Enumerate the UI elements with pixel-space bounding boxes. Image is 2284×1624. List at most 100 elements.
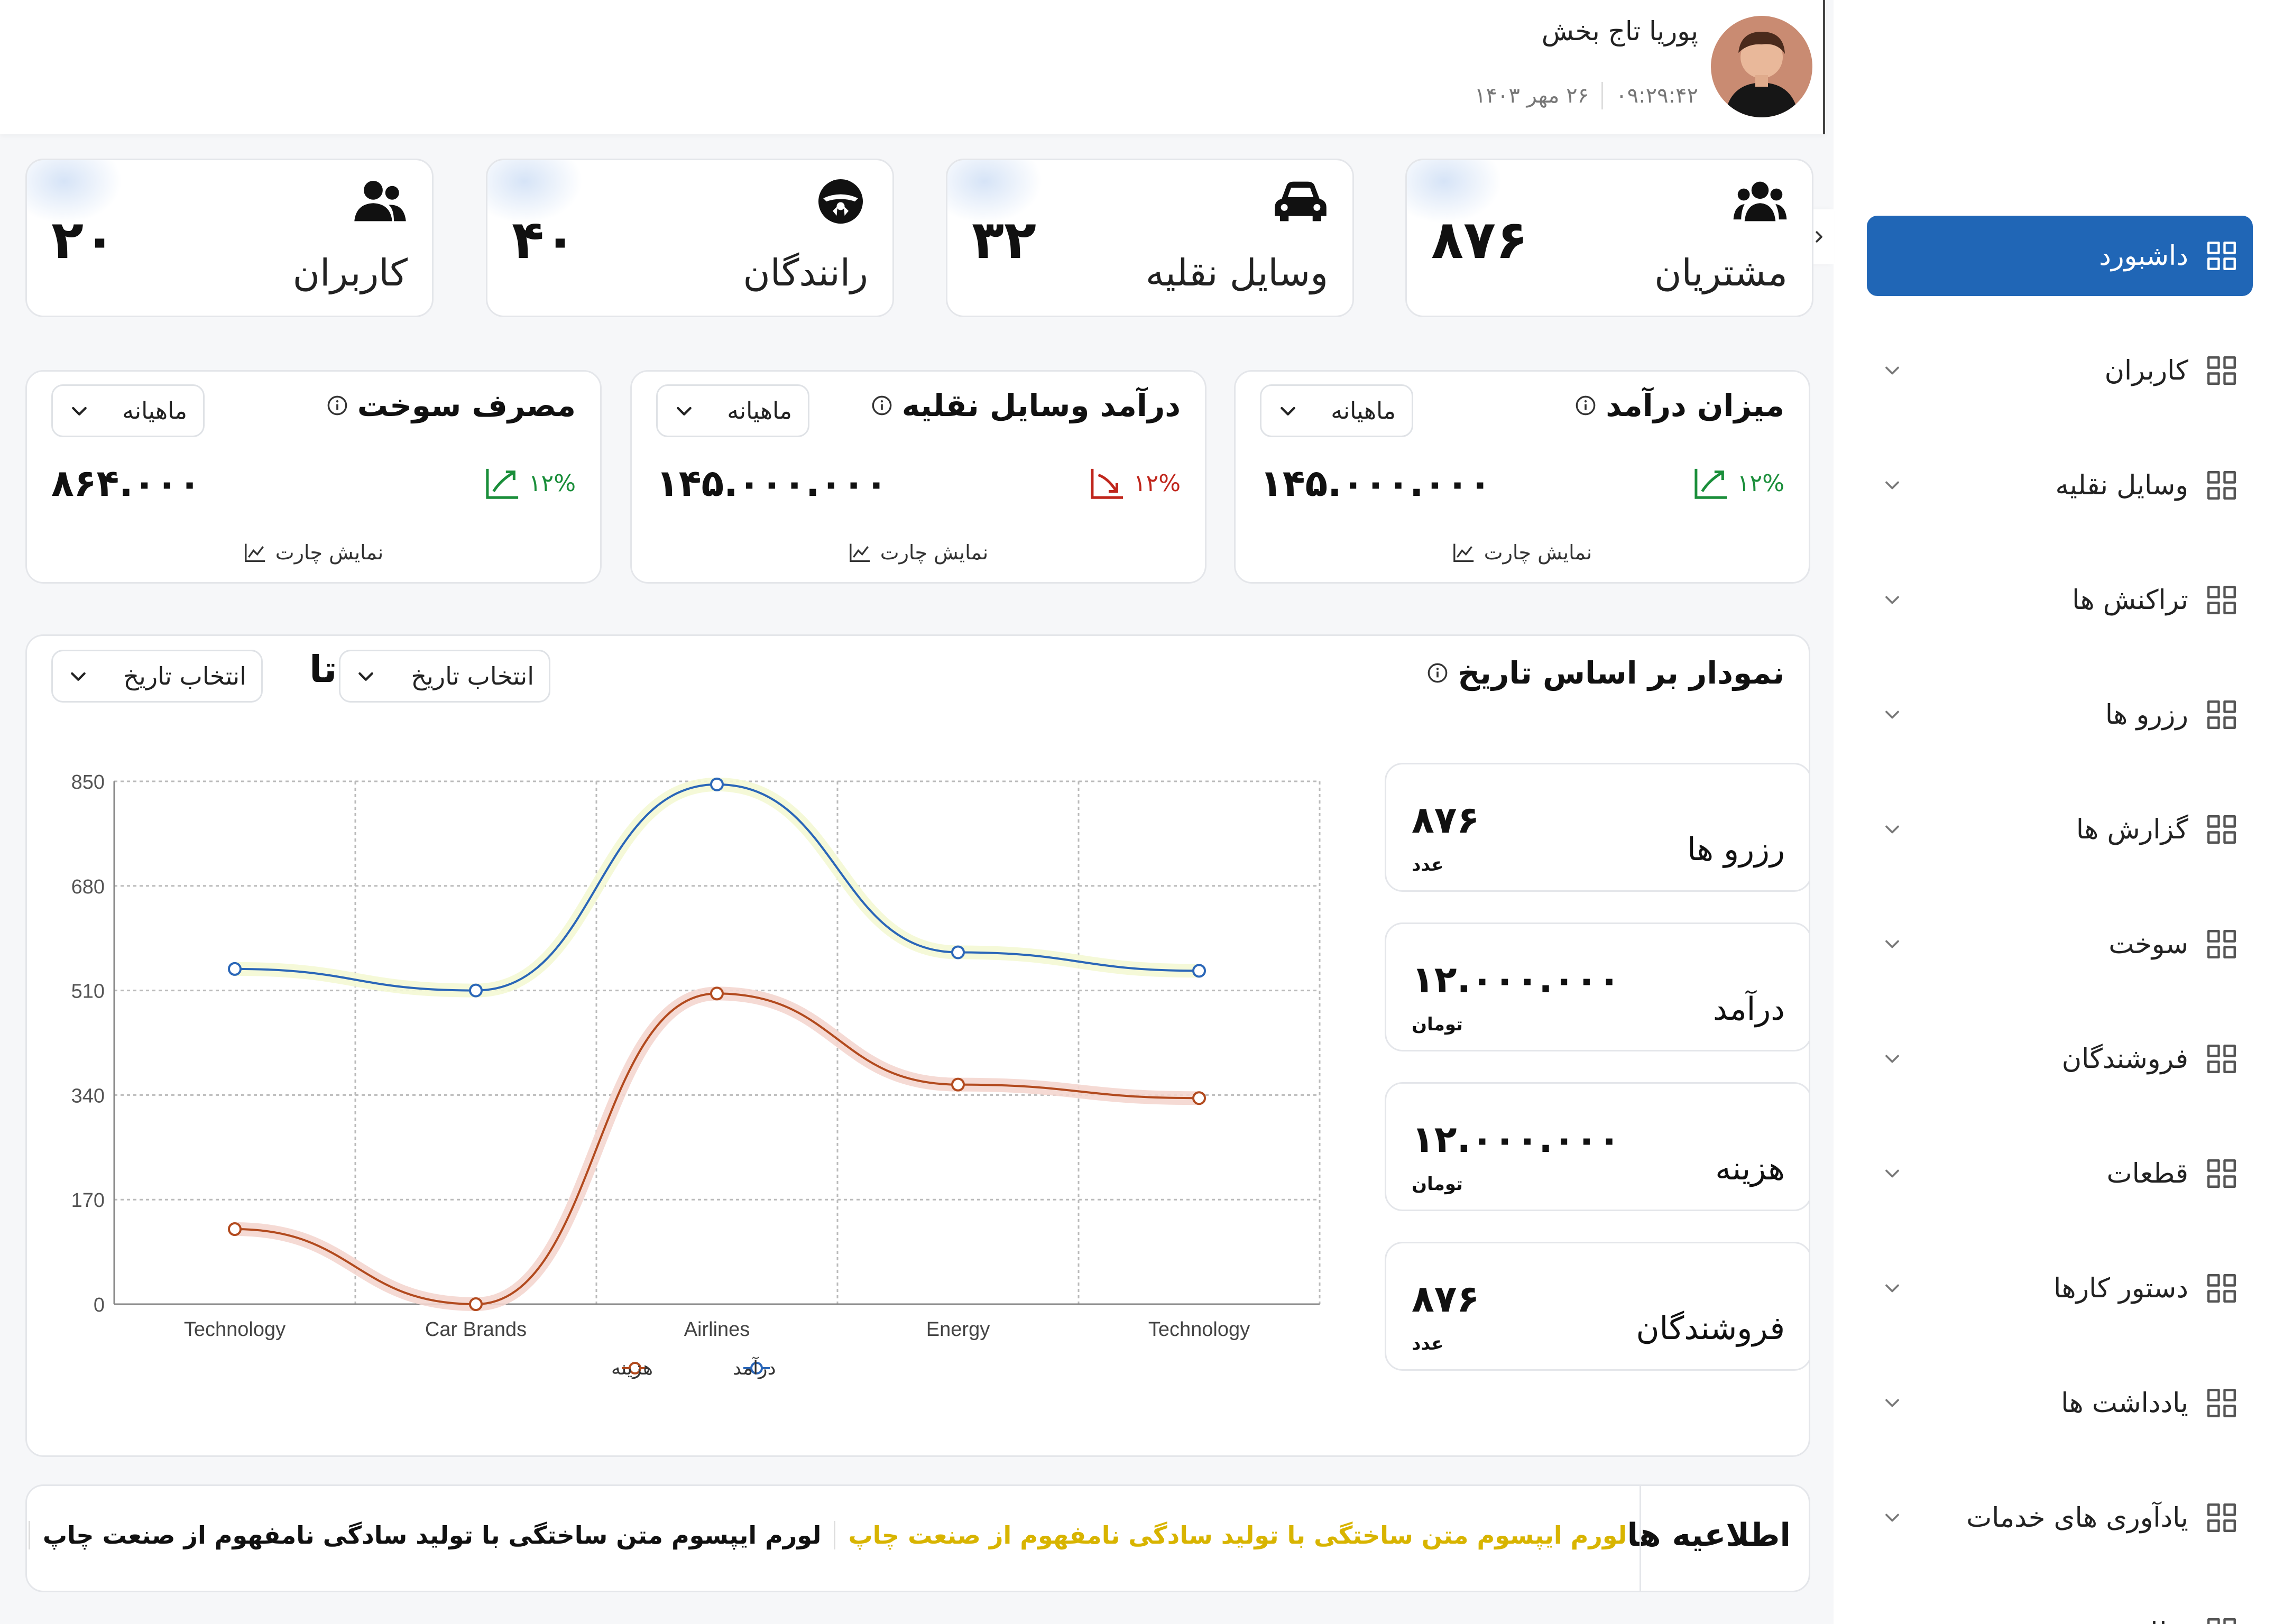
- steering-wheel-icon: [818, 179, 863, 224]
- date-chart-card: نمودار بر اساس تاریخ انتخاب تاریخ تا انت…: [25, 634, 1810, 1457]
- chevron-down-icon: [1885, 481, 1899, 490]
- stat-value: ۳۲: [972, 209, 1037, 271]
- sidebar-item-2[interactable]: وسایل نقلیه: [1867, 445, 2253, 525]
- kpi-value: ۸۶۴.۰۰۰: [51, 462, 201, 505]
- summary-card-3[interactable]: فروشندگان ۸۷۶ عدد: [1385, 1242, 1809, 1371]
- show-chart-link[interactable]: نمایش چارت: [632, 541, 1205, 564]
- trend-up-icon: [486, 468, 519, 499]
- sidebar-item-label: گزارش ها: [2076, 814, 2188, 845]
- summary-card-0[interactable]: رزرو ها ۸۷۶ عدد: [1385, 763, 1809, 892]
- info-icon[interactable]: [871, 395, 892, 416]
- kpi-trend: ۱۲%: [484, 466, 576, 501]
- sidebar-item-label: یادآوری های خدمات: [1966, 1502, 2188, 1534]
- series-point: [469, 1297, 483, 1311]
- series-point: [710, 986, 724, 1001]
- sidebar-item-5[interactable]: گزارش ها: [1867, 789, 2253, 870]
- sidebar-item-7[interactable]: فروشندگان: [1867, 1019, 2253, 1099]
- kpi-trend: ۱۲%: [1693, 466, 1784, 501]
- line-chart-icon: [849, 543, 870, 562]
- sidebar-item-1[interactable]: کاربران: [1867, 330, 2253, 411]
- sidebar-item-label: قطعات: [2106, 1158, 2188, 1189]
- sidebar-item-6[interactable]: سوخت: [1867, 904, 2253, 984]
- show-chart-link[interactable]: نمایش چارت: [1236, 541, 1809, 564]
- summary-value: ۸۷۶: [1412, 1277, 1480, 1321]
- series-point: [951, 945, 965, 959]
- summary-card-2[interactable]: هزینه ۱۲.۰۰۰.۰۰۰ تومان: [1385, 1082, 1809, 1211]
- stat-label: کاربران: [292, 251, 408, 294]
- announcement-item[interactable]: لورم ایپسوم متن ساختگی با تولید سادگی نا…: [28, 1521, 834, 1549]
- stat-card-0[interactable]: مشتریان ۸۷۶: [1405, 159, 1813, 317]
- info-icon[interactable]: [1575, 395, 1596, 416]
- stat-card-1[interactable]: وسایل نقلیه ۳۲: [946, 159, 1354, 317]
- user-avatar[interactable]: [1711, 16, 1812, 117]
- sidebar-item-4[interactable]: رزرو ها: [1867, 675, 2253, 755]
- chevron-down-icon: [72, 407, 87, 416]
- chevron-down-icon: [1885, 596, 1899, 604]
- sidebar-item-label: فروشندگان: [2061, 1043, 2188, 1075]
- grid-icon: [2207, 242, 2236, 270]
- period-select[interactable]: ماهیانه: [51, 384, 205, 437]
- chart-card-title: نمودار بر اساس تاریخ: [1427, 655, 1784, 691]
- stat-card-2[interactable]: رانندگان ۴۰: [486, 159, 894, 317]
- users-icon: [354, 181, 406, 222]
- stat-label: وسایل نقلیه: [1145, 251, 1328, 294]
- info-icon[interactable]: [1427, 662, 1448, 684]
- series-glow: [228, 777, 1206, 998]
- legend-marker: [750, 1362, 763, 1374]
- summary-unit: تومان: [1412, 1014, 1463, 1035]
- grid-icon: [2207, 1503, 2236, 1532]
- summary-label: فروشندگان: [1636, 1310, 1785, 1347]
- x-tick-label: Technology: [1148, 1318, 1250, 1341]
- line-chart-icon: [1453, 543, 1473, 562]
- info-icon[interactable]: [327, 395, 348, 416]
- sidebar-item-11[interactable]: یادآوری های خدمات: [1867, 1478, 2253, 1558]
- sidebar-item-9[interactable]: دستور کارها: [1867, 1248, 2253, 1328]
- stat-value: ۲۰: [51, 209, 116, 271]
- sidebar-item-label: کاربران: [2104, 355, 2188, 386]
- announcement-item[interactable]: لورم ایپسوم متن ساختگی با تولید سادگی نا…: [27, 1521, 29, 1549]
- sidebar-item-10[interactable]: یادداشت ها: [1867, 1363, 2253, 1443]
- chevron-down-icon: [1881, 1621, 1904, 1624]
- grid-icon: [2207, 1389, 2236, 1417]
- stat-card-3[interactable]: کاربران ۲۰: [25, 159, 434, 317]
- series-point: [469, 983, 483, 998]
- trend-percent: ۱۲%: [528, 469, 576, 497]
- chevron-down-icon: [1885, 1284, 1899, 1293]
- stat-label: رانندگان: [743, 251, 868, 294]
- date-from-select[interactable]: انتخاب تاریخ: [339, 650, 550, 703]
- sidebar-item-0[interactable]: داشبورد: [1867, 216, 2253, 296]
- sidebar-item-12[interactable]: نظارت مشتری: [1867, 1592, 2253, 1624]
- kpi-value: ۱۴۵.۰۰۰.۰۰۰: [1260, 462, 1491, 505]
- series-point: [1192, 964, 1206, 978]
- announcements-strip: لورم ایپسوم متن ساختگی با تولید سادگی نا…: [27, 1521, 1640, 1549]
- period-select[interactable]: ماهیانه: [1260, 384, 1413, 437]
- line-chart: 0 170 340 510 680 850 Technology Car Brands Airl…: [71, 771, 1321, 1379]
- announcement-item[interactable]: لورم ایپسوم متن ساختگی با تولید سادگی نا…: [834, 1521, 1640, 1549]
- summary-value: ۱۲.۰۰۰.۰۰۰: [1412, 1118, 1620, 1161]
- series-line: [234, 992, 1200, 1306]
- trend-percent: ۱۲%: [1737, 469, 1784, 497]
- x-tick-label: Technology: [184, 1318, 286, 1341]
- grid-icon: [2207, 930, 2236, 958]
- sidebar-item-label: دستور کارها: [2053, 1272, 2188, 1304]
- sidebar-item-label: نظارت مشتری: [1904, 1617, 2188, 1624]
- sidebar-item-8[interactable]: قطعات: [1867, 1133, 2253, 1214]
- legend-label: درآمد: [733, 1356, 776, 1379]
- trend-percent: ۱۲%: [1133, 469, 1181, 497]
- grid-icon: [2207, 1045, 2236, 1073]
- grid-icon: [2207, 471, 2236, 500]
- legend-marker: [629, 1362, 641, 1374]
- series-point: [710, 777, 724, 791]
- x-tick-label: Energy: [926, 1318, 990, 1341]
- sidebar-item-3[interactable]: تراکنش ها: [1867, 560, 2253, 640]
- date-to-select[interactable]: انتخاب تاریخ: [51, 650, 263, 703]
- show-chart-link[interactable]: نمایش چارت: [27, 541, 600, 564]
- chevron-down-icon: [1885, 366, 1899, 375]
- top-header: پوریا تاج بخش ۰۹:۲۹:۴۲ ۲۶ مهر ۱۴۰۳: [0, 0, 1825, 134]
- y-tick-label: 850: [71, 771, 105, 793]
- announcements-divider: [1640, 1486, 1641, 1591]
- period-select[interactable]: ماهیانه: [656, 384, 809, 437]
- chevron-down-icon: [1885, 710, 1899, 719]
- summary-card-1[interactable]: درآمد ۱۲.۰۰۰.۰۰۰ تومان: [1385, 922, 1809, 1051]
- summary-unit: عدد: [1412, 1333, 1444, 1354]
